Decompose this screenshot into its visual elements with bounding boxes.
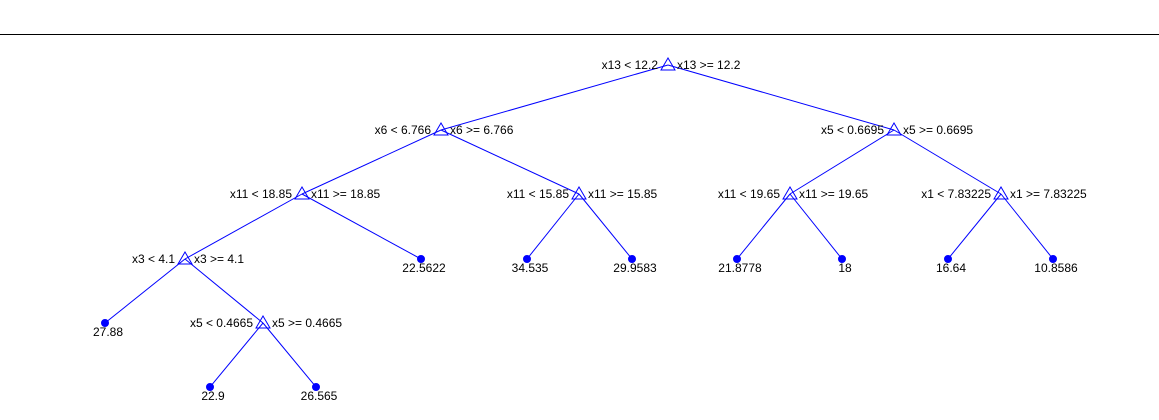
leaf-value: 10.8586	[1034, 261, 1078, 275]
leaf-node: 10.8586	[1034, 255, 1078, 275]
split-left-condition: x11 < 19.65	[718, 187, 780, 201]
leaf-node: 22.9	[201, 383, 225, 403]
split-right-condition: x5 >= 0.4665	[272, 316, 342, 330]
split-right-condition: x6 >= 6.766	[450, 123, 514, 137]
leaf-value: 16.64	[936, 261, 966, 275]
leaf-node: 34.535	[512, 255, 549, 275]
split-node: x5 < 0.4665 x5 >= 0.4665	[190, 315, 342, 330]
split-triangle-marker	[433, 122, 449, 136]
split-node: x6 < 6.766 x6 >= 6.766	[375, 122, 514, 137]
tree-edge-n6-n12	[736, 193, 791, 260]
leaf-node: 21.8778	[718, 255, 762, 275]
leaf-dot-marker	[838, 255, 846, 263]
leaf-value: 18	[838, 261, 852, 275]
split-right-condition: x11 >= 18.85	[311, 187, 380, 201]
leaf-dot-marker	[523, 255, 531, 263]
leaf-value: 21.8778	[718, 261, 762, 275]
tree-edge-n3-n6	[789, 129, 895, 195]
split-node: x1 < 7.83225 x1 >= 7.83225	[921, 186, 1087, 201]
tree-nodes: x13 < 12.2 x13 >= 12.2 x6 < 6.766 x6 >= 6.7…	[93, 57, 1087, 403]
split-triangle-marker	[886, 122, 902, 136]
tree-edges	[104, 64, 1054, 388]
tree-edge-n1-n3	[667, 64, 895, 131]
tree-edge-n4-n8	[184, 193, 303, 260]
split-triangle-marker	[782, 186, 798, 200]
leaf-dot-marker	[101, 319, 109, 327]
split-left-condition: x5 < 0.6695	[821, 123, 884, 137]
leaf-node: 16.64	[936, 255, 966, 275]
leaf-node: 29.9583	[613, 255, 657, 275]
leaf-node: 26.565	[301, 383, 338, 403]
split-right-condition: x3 >= 4.1	[194, 252, 244, 266]
leaf-dot-marker	[312, 383, 320, 391]
split-right-condition: x11 >= 19.65	[799, 187, 868, 201]
tree-edge-n17-n19	[262, 322, 317, 388]
split-left-condition: x1 < 7.83225	[921, 187, 991, 201]
tree-edge-n6-n13	[789, 193, 843, 260]
split-left-condition: x6 < 6.766	[375, 123, 432, 137]
leaf-value: 29.9583	[613, 261, 657, 275]
leaf-dot-marker	[1049, 255, 1057, 263]
split-node: x11 < 18.85 x11 >= 18.85	[230, 186, 380, 201]
split-left-condition: x11 < 18.85	[230, 187, 292, 201]
tree-edge-n4-n9	[301, 193, 422, 260]
leaf-dot-marker	[944, 255, 952, 263]
leaf-node: 27.88	[93, 319, 123, 339]
tree-edge-n17-n18	[209, 322, 264, 388]
split-triangle-marker	[177, 251, 193, 265]
split-right-condition: x13 >= 12.2	[677, 58, 741, 72]
split-node: x5 < 0.6695 x5 >= 0.6695	[821, 122, 973, 137]
leaf-value: 22.5622	[402, 261, 446, 275]
split-triangle-marker	[660, 57, 676, 71]
tree-edge-n8-n17	[184, 258, 264, 324]
tree-edge-n3-n7	[893, 129, 1002, 195]
leaf-value: 22.9	[201, 389, 225, 403]
tree-edge-n8-n16	[104, 258, 186, 324]
split-triangle-marker	[571, 186, 587, 200]
tree-edge-n2-n4	[301, 129, 442, 195]
split-left-condition: x13 < 12.2	[602, 58, 659, 72]
tree-edge-n2-n5	[440, 129, 580, 195]
split-left-condition: x3 < 4.1	[132, 252, 175, 266]
leaf-dot-marker	[628, 255, 636, 263]
leaf-node: 22.5622	[402, 255, 446, 275]
leaf-dot-marker	[206, 383, 214, 391]
tree-edge-n7-n15	[1000, 193, 1054, 260]
leaf-dot-marker	[417, 255, 425, 263]
tree-edge-n5-n11	[578, 193, 633, 260]
split-right-condition: x1 >= 7.83225	[1010, 187, 1087, 201]
tree-edge-n7-n14	[947, 193, 1002, 260]
split-left-condition: x11 < 15.85	[507, 187, 569, 201]
split-node: x11 < 19.65 x11 >= 19.65	[718, 186, 868, 201]
leaf-dot-marker	[733, 255, 741, 263]
split-node: x11 < 15.85 x11 >= 15.85	[507, 186, 657, 201]
split-left-condition: x5 < 0.4665	[190, 316, 253, 330]
leaf-node: 18	[838, 255, 852, 275]
split-node: x3 < 4.1 x3 >= 4.1	[132, 251, 244, 266]
leaf-value: 27.88	[93, 325, 123, 339]
tree-edge-n1-n2	[440, 64, 669, 131]
split-right-condition: x5 >= 0.6695	[903, 123, 973, 137]
split-triangle-marker	[255, 315, 271, 329]
leaf-value: 34.535	[512, 261, 549, 275]
split-node: x13 < 12.2 x13 >= 12.2	[602, 57, 741, 72]
leaf-value: 26.565	[301, 389, 338, 403]
split-triangle-marker	[993, 186, 1009, 200]
tree-edge-n5-n10	[526, 193, 580, 260]
split-right-condition: x11 >= 15.85	[588, 187, 657, 201]
split-triangle-marker	[294, 186, 310, 200]
